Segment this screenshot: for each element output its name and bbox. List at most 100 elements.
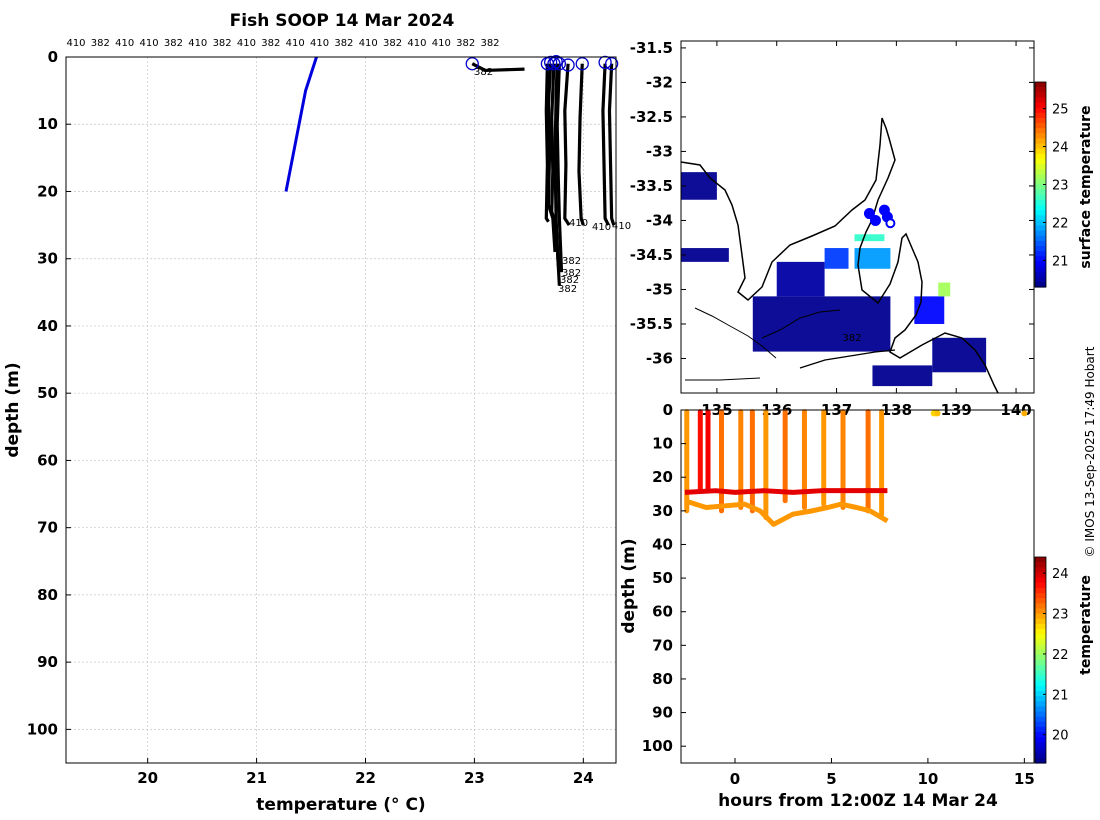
timeseries-colorbar-segment [1035,629,1046,635]
profile-top-label: 410 [432,38,451,49]
profile-top-label: 410 [407,38,426,49]
profile-y-tick-label: 50 [37,384,58,402]
profile-surface-marker [604,57,619,71]
profile-highlight-line [284,56,318,192]
map-colorbar-segment [1035,112,1046,119]
profile-x-tick-label: 22 [355,769,376,787]
map-colorbar-segment [1035,271,1046,278]
profile-top-label: 382 [480,38,499,49]
timeseries-colorbar-segment [1035,742,1046,749]
map-track-point [863,208,875,220]
profile-surface-marker [598,55,612,70]
map-colorbar-segment [1035,158,1046,165]
profile-top-label: 410 [115,38,134,49]
timeseries-colorbar-tick-label: 21 [1052,688,1069,703]
map-colorbar-segment [1035,184,1046,191]
timeseries-colorbar-segment [1035,654,1046,661]
map-colorbar-segment [1035,220,1046,227]
timeseries-surface-point [1021,410,1028,417]
map-colorbar-segment [1035,148,1046,155]
map-temperature-patch [681,248,729,262]
map-colorbar-segment [1035,179,1046,186]
timeseries-colorbar-segment [1035,644,1046,651]
map-colorbar-segment [1035,194,1046,201]
map-colorbar-segment [1035,82,1046,88]
profile-y-tick-label: 80 [37,586,58,604]
profile-depth-label: 382 [558,284,577,295]
map-colorbar-segment [1035,230,1046,237]
timeseries-colorbar-frame [1034,556,1047,764]
timeseries-x-tick-label: 15 [1014,770,1035,788]
map-colorbar-label: surface temperature [1078,105,1094,268]
timeseries-colorbar-segment [1035,649,1046,656]
profile-surface-marker [465,57,479,71]
timeseries-colorbar-segment [1035,690,1046,697]
timeseries-colorbar-segment [1035,732,1046,738]
map-colorbar-tick-label: 24 [1052,141,1069,156]
timeseries-colorbar-segment [1035,747,1046,754]
map-y-tick-label: -35 [646,280,673,298]
timeseries-colorbar-segment [1035,567,1046,574]
timeseries-y-tick-label: 90 [652,704,673,722]
timeseries-y-tick-label: 70 [652,636,673,654]
map-colorbar-segment [1035,143,1046,150]
map-y-tick-label: -35.5 [630,315,673,333]
map-colorbar-segment [1035,281,1046,288]
map-coastline-peninsula [761,309,841,339]
profile-x-tick-label: 20 [137,769,158,787]
profile-line [607,63,616,226]
timeseries-y-tick-label: 20 [652,468,673,486]
profile-y-ticks: 0 10 20 30 40 50 60 70 80 90 100 [27,48,71,738]
timeseries-data [684,409,1028,527]
map-colorbar-segment [1035,215,1046,221]
timeseries-colorbar-segment [1035,726,1046,733]
map-colorbar-segment [1035,153,1046,160]
profile-surface-marker [547,57,561,71]
timeseries-y-tick-label: 0 [663,401,673,419]
map-temperature-patch [752,296,891,352]
map-temperature-patch [932,337,987,373]
timeseries-colorbar-segment [1035,685,1046,692]
map-y-tick-label: -31.5 [630,39,673,57]
map-vessel-track: 382 [843,204,896,344]
profile-top-label: 382 [261,38,280,49]
timeseries-colorbar-segment [1035,603,1046,610]
timeseries-y-tick-label: 50 [652,569,673,587]
timeseries-x-tick-label: 5 [826,770,836,788]
timeseries-colorbar: 20 21 22 23 24 temperature [1034,556,1094,764]
map-colorbar-segment [1035,102,1046,109]
map-colorbar-segment [1035,240,1046,247]
profile-x-ticks: 20 21 22 23 24 [137,758,594,787]
timeseries-y-tick-label: 30 [652,502,673,520]
map-temperature-patch [681,172,717,200]
map-colorbar-segment [1035,138,1046,145]
map-colorbar-segment [1035,276,1046,283]
profile-depth-label: 410 [569,218,588,229]
timeseries-colorbar-segment [1035,613,1046,620]
map-temperature-patch [854,234,885,242]
map-colorbar-segment [1035,189,1046,196]
profile-top-label: 410 [237,38,256,49]
profile-line [563,63,571,226]
profile-top-label: 382 [91,38,110,49]
profile-line [601,63,610,226]
profile-surface-marker [549,55,563,69]
map-coastline-gulf-inner [694,307,777,359]
timeseries-y-tick-label: 60 [652,603,673,621]
profile-grid [66,56,616,763]
map-coastline-south [685,377,761,381]
map-colorbar-segment [1035,92,1046,98]
map-y-tick-label: -32.5 [630,108,673,126]
profile-depth-label: 410 [592,222,611,233]
profile-y-axis-label: depth (m) [3,362,23,457]
profile-top-label: 382 [383,38,402,49]
map-colorbar-segment [1035,128,1046,134]
profile-top-label: 410 [286,38,305,49]
timeseries-y-tick-label: 40 [652,535,673,553]
map-y-ticks: -31.5 -32 -32.5 -33 -33.5 -34 -34.5 -35 -35.5 -36 [630,39,1034,367]
profile-surface-marker [552,57,567,71]
map-colorbar-segment [1035,169,1046,175]
profile-depth-label: 382 [562,256,581,267]
map-colorbar-segment [1035,205,1046,211]
timeseries-colorbar-segment [1035,577,1046,584]
